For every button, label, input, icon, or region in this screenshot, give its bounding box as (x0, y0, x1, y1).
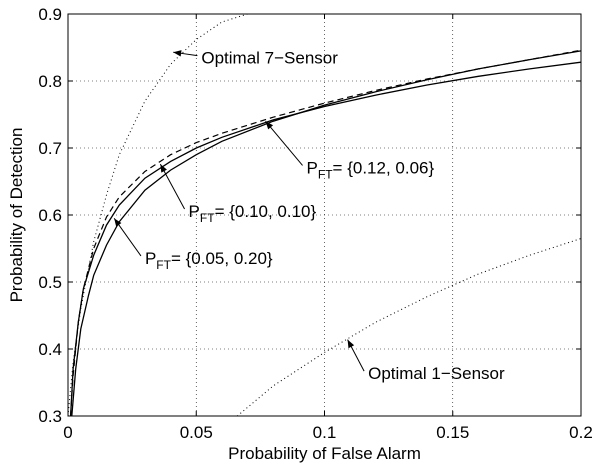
x-tick-label: 0.1 (313, 423, 337, 442)
annotation-label-5: PFT= {0.05, 0.20} (145, 249, 273, 272)
annotation-arrowhead-2 (347, 339, 355, 349)
series-line-3 (69, 61, 581, 416)
y-tick-label: 0.4 (38, 340, 62, 359)
annotation-label-3: PFT= {0.12, 0.06} (307, 158, 435, 181)
annotation-label-1: Optimal 7−Sensor (201, 49, 338, 68)
y-tick-label: 0.5 (38, 273, 62, 292)
annotation-arrow-3 (265, 120, 303, 166)
x-tick-label: 0.15 (436, 423, 469, 442)
grid (68, 14, 581, 416)
annotation-arrowhead-5 (114, 218, 122, 227)
y-tick-label: 0.8 (38, 72, 62, 91)
annotation-arrowhead-3 (265, 121, 274, 130)
y-tick-label: 0.6 (38, 206, 62, 225)
x-tick-label: 0.05 (180, 423, 213, 442)
series-group (68, 14, 581, 416)
annotations: Optimal 7−Sensor Optimal 1−Sensor PFT= {0.… (113, 49, 505, 383)
x-axis-label: Probability of False Alarm (228, 444, 421, 463)
ticks: 0 0.05 0.1 0.15 0.2 0.3 0.4 0.5 0.6 0.7 0.8 0.9 (38, 5, 592, 442)
y-tick-label: 0.9 (38, 5, 62, 24)
series-line-5 (70, 49, 581, 416)
annotation-label-4: PFT= {0.10, 0.10} (189, 202, 317, 225)
x-tick-label: 0.2 (569, 423, 593, 442)
annotation-arrow-4 (159, 163, 185, 210)
annotation-label-2: Optimal 1−Sensor (368, 364, 505, 383)
annotation-arrowhead-4 (160, 164, 167, 173)
annotation-arrowhead-1 (173, 50, 182, 57)
x-tick-label: 0 (63, 423, 72, 442)
y-axis-label: Probability of Detection (7, 128, 26, 303)
y-tick-label: 0.3 (38, 407, 62, 426)
series-line-2 (236, 238, 581, 416)
y-tick-label: 0.7 (38, 139, 62, 158)
